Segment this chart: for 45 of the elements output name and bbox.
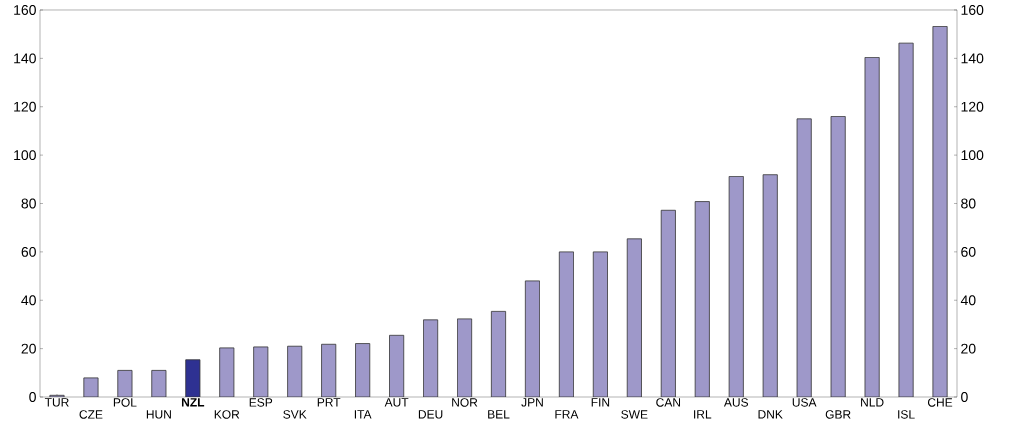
- y-tick-label: 160: [14, 5, 36, 15]
- x-tick-label: DEU: [418, 410, 443, 419]
- y-tick-label: 40: [21, 295, 36, 306]
- y-tick-label: 140: [14, 53, 36, 64]
- x-tick-label: PRT: [317, 398, 341, 407]
- x-tick-label: NZL: [181, 398, 205, 407]
- x-tick-label: AUT: [384, 398, 409, 407]
- y2-tick-label: 80: [961, 198, 976, 209]
- x-tick-label: CAN: [656, 398, 681, 407]
- x-tick-label: HUN: [146, 410, 171, 419]
- x-tick-label: TUR: [44, 398, 69, 407]
- y2-tick-label: 120: [961, 101, 984, 112]
- x-tick-label: ITA: [354, 410, 372, 419]
- y2-tick-label: 40: [960, 295, 976, 306]
- y-tick-label: 80: [21, 198, 36, 209]
- y-tick-label: 120: [14, 101, 36, 112]
- x-tick-label: NOR: [452, 398, 478, 407]
- y-tick-label: 0: [29, 392, 36, 402]
- y2-tick-label: 0: [961, 392, 968, 402]
- x-tick-label: ISL: [898, 410, 915, 419]
- x-tick-label: JPN: [521, 398, 543, 407]
- y2-tick-label: 140: [961, 53, 984, 64]
- x-tick-label: IRL: [694, 410, 712, 419]
- x-tick-label: BEL: [488, 410, 510, 419]
- y2-tick-label: 100: [961, 150, 984, 161]
- x-tick-label: DNK: [758, 410, 783, 419]
- x-tick-label: SVK: [283, 410, 307, 419]
- y2-tick-label: 160: [961, 5, 984, 15]
- x-tick-label: GBR: [825, 410, 851, 419]
- x-tick-label: NLD: [861, 398, 884, 407]
- x-tick-label: KOR: [214, 410, 240, 419]
- x-tick-label: AUS: [723, 398, 749, 407]
- x-tick-label: CHE: [927, 398, 953, 407]
- x-tick-label: ESP: [249, 398, 273, 407]
- y2-tick-label: 20: [961, 343, 976, 354]
- y-tick-label: 60: [21, 246, 36, 257]
- x-tick-label: USA: [792, 398, 817, 407]
- y-tick-label: 100: [14, 150, 36, 161]
- x-tick-label: SWE: [621, 410, 648, 419]
- x-tick-label: POL: [113, 398, 137, 407]
- x-tick-label: FRA: [555, 410, 579, 419]
- x-tick-label: CZE: [79, 410, 103, 419]
- x-tick-label: FIN: [591, 398, 610, 407]
- y2-tick-label: 60: [961, 246, 976, 257]
- y-tick-label: 20: [21, 343, 36, 354]
